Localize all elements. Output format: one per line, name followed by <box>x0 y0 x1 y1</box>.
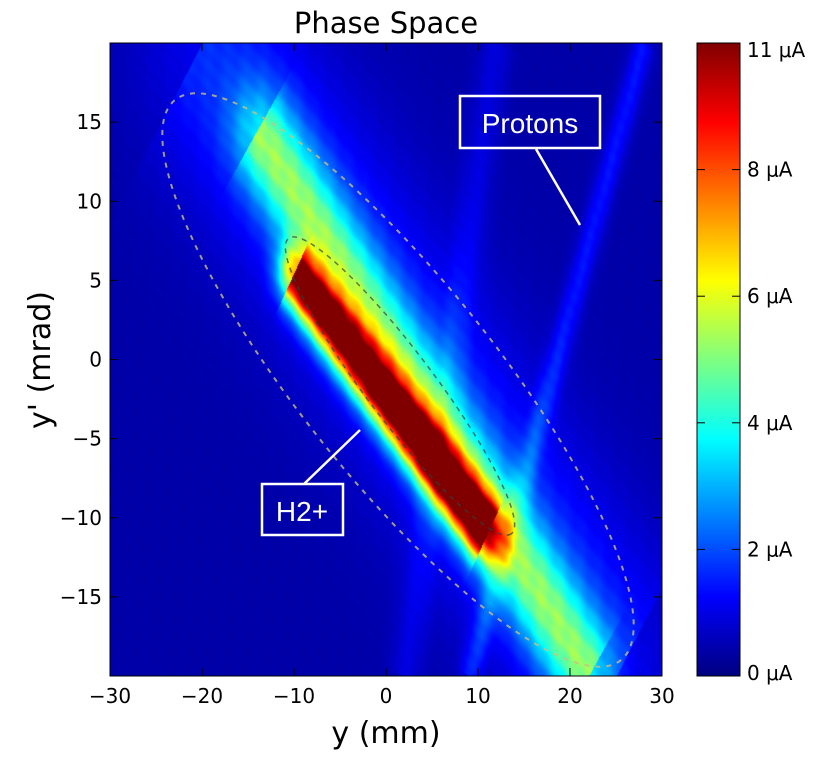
x-tick-label: 10 <box>465 684 490 708</box>
y-tick-label: 5 <box>89 268 102 292</box>
x-tick-label: 0 <box>380 684 393 708</box>
h2-pointer <box>303 429 361 485</box>
y-tick-label: −5 <box>73 427 102 451</box>
colorbar-tick-label: 0 μA <box>747 661 793 685</box>
heatmap-area <box>110 43 662 676</box>
y-tick-label: 0 <box>89 348 102 372</box>
x-tick-label: −20 <box>181 684 223 708</box>
colorbar-tick-label: 11 μA <box>747 38 806 62</box>
y-tick-label: −15 <box>60 585 102 609</box>
x-tick-label: −10 <box>273 684 315 708</box>
x-tick-label: 20 <box>557 684 582 708</box>
colorbar-ticks: 0 μA 2 μA 4 μA 6 μA 8 μA 11 μA <box>697 38 806 685</box>
colorbar-tick-label: 8 μA <box>747 158 793 182</box>
protons-label: Protons <box>482 108 579 139</box>
colorbar-tick-label: 4 μA <box>747 411 793 435</box>
protons-label-box <box>458 94 602 150</box>
y-tick-label: −10 <box>60 506 102 530</box>
x-axis: −30 −20 −10 0 10 20 30 <box>89 43 675 708</box>
h2-label: H2+ <box>276 496 328 527</box>
y-tick-label: 10 <box>77 189 102 213</box>
protons-pointer <box>534 148 582 226</box>
core-ellipse <box>284 236 516 536</box>
colorbar-tick-label: 2 μA <box>747 537 793 561</box>
colorbar <box>696 42 741 677</box>
overlays: Protons H2+ <box>161 92 635 668</box>
colorbar-tick-label: 6 μA <box>747 284 793 308</box>
y-axis-label: y' (mrad) <box>23 291 58 429</box>
x-axis-label: y (mm) <box>331 716 440 751</box>
x-tick-label: 30 <box>649 684 674 708</box>
y-axis: 15 10 5 0 −5 −10 −15 <box>60 110 662 609</box>
x-tick-label: −30 <box>89 684 131 708</box>
chart-title: Phase Space <box>294 6 478 40</box>
h2-label-box <box>260 482 345 537</box>
y-tick-label: 15 <box>77 110 102 134</box>
acceptance-ellipse <box>161 92 635 668</box>
